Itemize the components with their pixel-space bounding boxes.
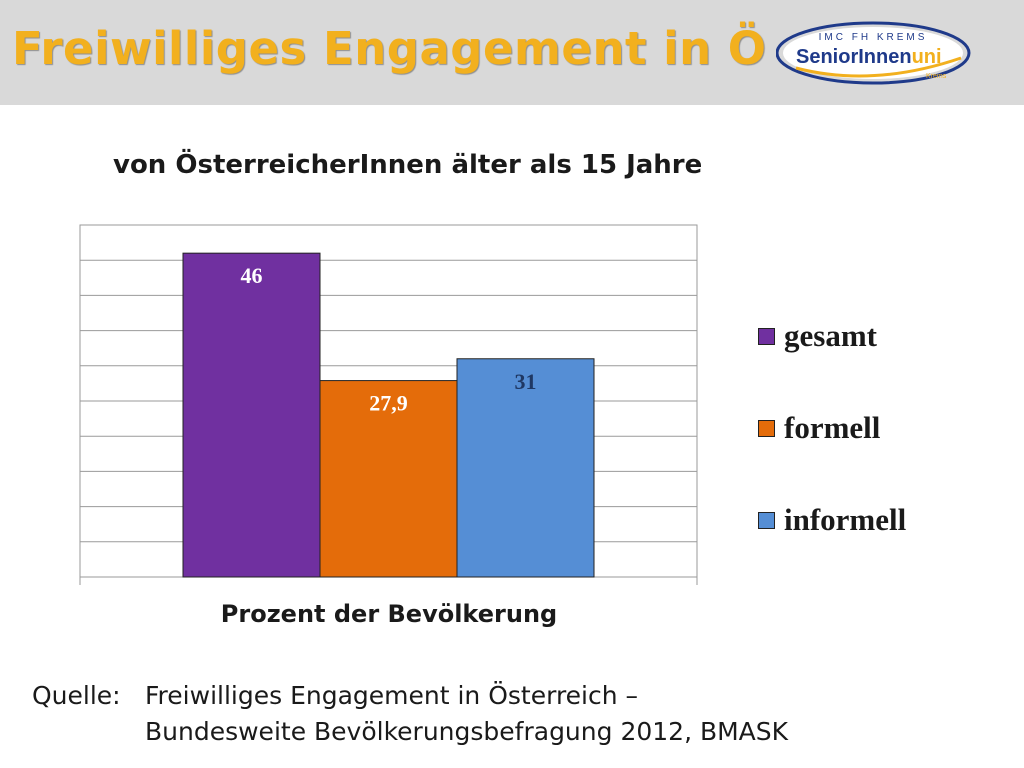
svg-text:SeniorInnenuni: SeniorInnenuni xyxy=(796,46,942,68)
legend-item-formell: formell xyxy=(758,410,880,446)
logo-name-part1: SeniorInnen xyxy=(796,46,912,68)
data-label-formell: 27,9 xyxy=(369,391,408,416)
legend-swatch-formell xyxy=(758,419,775,437)
bar-informell xyxy=(456,358,595,578)
legend-item-informell: informell xyxy=(758,502,906,538)
source-line-1: Freiwilliges Engagement in Österreich – xyxy=(145,681,639,710)
legend-item-gesamt: gesamt xyxy=(758,318,877,354)
logo-name-part2: uni xyxy=(912,46,942,68)
x-axis-label: Prozent der Bevölkerung xyxy=(220,600,558,628)
logo-top-text: IMC FH KREMS xyxy=(819,32,928,43)
slide-title: Freiwilliges Engagement in Ö xyxy=(12,22,767,75)
legend-label: formell xyxy=(784,410,881,445)
chart-subtitle: von ÖsterreicherInnen älter als 15 Jahre xyxy=(113,150,703,180)
bar-formell xyxy=(319,380,458,578)
legend-swatch-informell xyxy=(758,511,775,529)
chart-data-labels: 46 27,9 31 xyxy=(241,263,537,415)
senioreninnen-uni-logo: IMC FH KREMS SeniorInnenuni Krems xyxy=(776,21,971,85)
bar-gesamt xyxy=(182,252,321,578)
legend-label: informell xyxy=(784,502,907,537)
source-line-2: Bundesweite Bevölkerungsbefragung 2012, … xyxy=(145,717,789,746)
logo-tag: Krems xyxy=(926,73,947,80)
chart-bars xyxy=(182,252,595,578)
data-label-informell: 31 xyxy=(515,369,537,394)
data-label-gesamt: 46 xyxy=(241,263,263,288)
bar-chart: 46 27,9 31 xyxy=(79,224,698,585)
source-key: Quelle: xyxy=(32,681,121,710)
legend-label: gesamt xyxy=(784,318,877,353)
legend-swatch-gesamt xyxy=(758,327,775,345)
